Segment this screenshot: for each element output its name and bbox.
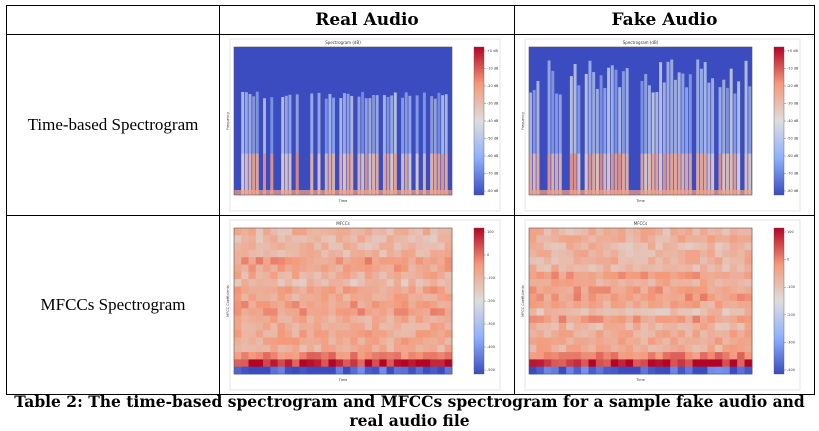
colorbar-tick: -70 dB (487, 172, 499, 176)
colorbar-tick: -100 (787, 285, 795, 289)
plot-title: Spectrogram (dB) (325, 40, 361, 45)
colorbar-tick: -60 dB (787, 154, 799, 158)
plot-area (524, 219, 801, 391)
caption-line-1: Table 2: The time-based spectrogram and … (14, 392, 805, 411)
colorbar-tick: 100 (487, 230, 494, 234)
cell-fake-mfcc: MFCCs MFCC Coefficients Time 100 0 -100 … (514, 215, 815, 395)
fake-mfcc-plot: MFCCs MFCC Coefficients Time 100 0 -100 … (521, 219, 801, 391)
row-label-mfcc-spectrogram: MFCCs Spectrogram (6, 215, 220, 395)
plot-ylabel: MFCC Coefficients (226, 285, 230, 317)
colorbar-tick: -70 dB (787, 172, 799, 176)
colorbar-tick: -50 dB (787, 137, 799, 141)
colorbar-tick: 0 (787, 258, 789, 262)
plot-title: MFCCs (336, 221, 349, 226)
table-row: MFCCs Spectrogram MFCCs MFCC Coefficient… (6, 215, 815, 395)
colorbar-tick: -60 dB (487, 154, 499, 158)
colorbar-tick: -30 dB (487, 102, 499, 106)
colorbar (473, 46, 485, 196)
colorbar-tick: -30 dB (787, 102, 799, 106)
fake-spectrogram-plot: Spectrogram (dB) Frequency Time +0 dB -1… (521, 38, 801, 212)
colorbar-tick: 0 (487, 253, 489, 257)
corner-cell (6, 5, 220, 35)
colorbar-tick: +0 dB (787, 49, 798, 53)
colorbar-tick: -40 dB (487, 119, 499, 123)
plot-ylabel: Frequency (226, 112, 230, 130)
colorbar (773, 227, 785, 375)
plot-xlabel: Time (635, 199, 645, 203)
colorbar-tick: 100 (787, 230, 794, 234)
colorbar-tick: -10 dB (787, 67, 799, 71)
column-header-real-audio: Real Audio (219, 5, 515, 35)
colorbar-tick: -100 (487, 276, 495, 280)
header-row: Real Audio Fake Audio (6, 5, 815, 35)
colorbar-tick: -200 (787, 313, 795, 317)
colorbar-tick: -80 dB (487, 189, 499, 193)
plot-area (229, 219, 501, 391)
colorbar-tick: -20 dB (787, 84, 799, 88)
plot-ylabel: MFCC Coefficients (521, 285, 525, 317)
colorbar-tick: -500 (487, 368, 495, 372)
colorbar-tick: -10 dB (487, 67, 499, 71)
plot-title: MFCCs (634, 221, 647, 226)
colorbar (473, 227, 485, 375)
column-header-fake-audio: Fake Audio (514, 5, 815, 35)
cell-real-mfcc: MFCCs MFCC Coefficients Time 100 0 -100 … (219, 215, 515, 395)
table-caption: Table 2: The time-based spectrogram and … (0, 392, 819, 430)
real-mfcc-plot: MFCCs MFCC Coefficients Time 100 0 -100 … (226, 219, 501, 391)
plot-title: Spectrogram (dB) (623, 40, 659, 45)
real-spectrogram-plot: Spectrogram (dB) Frequency Time +0 dB -1… (226, 38, 501, 212)
colorbar-tick: +0 dB (487, 49, 498, 53)
plot-area (229, 38, 501, 212)
plot-ylabel: Frequency (521, 112, 525, 130)
colorbar-tick: -20 dB (487, 84, 499, 88)
colorbar-tick: -400 (487, 345, 495, 349)
table-row: Time-based Spectrogram Spectrogram (dB) … (6, 34, 815, 216)
colorbar-tick: -40 dB (787, 119, 799, 123)
plot-area (524, 38, 801, 212)
colorbar-tick: -80 dB (787, 189, 799, 193)
colorbar-tick: -50 dB (487, 137, 499, 141)
cell-real-spectrogram: Spectrogram (dB) Frequency Time +0 dB -1… (219, 34, 515, 216)
colorbar-tick: -300 (487, 322, 495, 326)
cell-fake-spectrogram: Spectrogram (dB) Frequency Time +0 dB -1… (514, 34, 815, 216)
figure-table: Real Audio Fake Audio Time-based Spectro… (6, 5, 815, 395)
colorbar-tick: -300 (787, 340, 795, 344)
plot-xlabel: Time (635, 378, 645, 382)
caption-line-2: real audio file (349, 411, 470, 430)
colorbar (773, 46, 785, 196)
plot-xlabel: Time (338, 199, 348, 203)
colorbar-tick: -200 (487, 299, 495, 303)
row-label-time-spectrogram: Time-based Spectrogram (6, 34, 220, 216)
plot-xlabel: Time (338, 378, 348, 382)
colorbar-tick: -400 (787, 368, 795, 372)
